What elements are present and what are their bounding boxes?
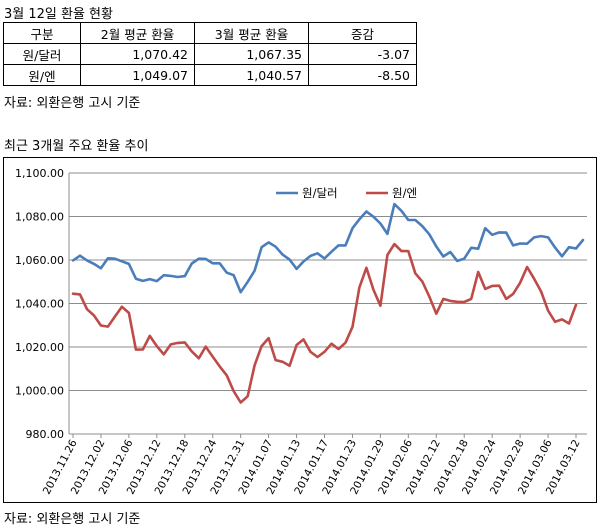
y-tick-label: 1,080.00 — [15, 211, 64, 224]
row-usd-change: -3.07 — [308, 43, 417, 65]
legend-label-usd: 원/달러 — [302, 186, 338, 200]
source-note-top: 자료: 외환은행 고시 기준 — [4, 96, 141, 111]
source-note-bottom: 자료: 외환은행 고시 기준 — [4, 512, 141, 527]
y-tick-label: 1,020.00 — [15, 341, 64, 354]
line-chart: 원/달러 원/엔 980.00 1,000.00 1,020.00 1,040.00 1,… — [15, 167, 587, 496]
series-line-jpy — [71, 242, 578, 404]
row-jpy-change: -8.50 — [308, 64, 417, 86]
row-usd-label: 원/달러 — [3, 43, 81, 65]
y-tick-label: 980.00 — [26, 428, 65, 441]
chart-title: 최근 3개월 주요 환율 추이 — [4, 139, 149, 154]
table-title: 3월 12일 환율 현황 — [4, 7, 113, 22]
table-row: 원/달러 1,070.42 1,067.35 -3.07 — [3, 43, 417, 65]
chart-frame: 원/달러 원/엔 980.00 1,000.00 1,020.00 1,040.00 1,… — [3, 157, 597, 503]
legend-label-jpy: 원/엔 — [392, 186, 417, 200]
header-feb-average: 2월 평균 환율 — [80, 22, 195, 44]
row-jpy-label: 원/엔 — [3, 64, 81, 86]
y-tick-label: 1,000.00 — [15, 385, 64, 398]
series-line-usd — [71, 202, 585, 294]
row-jpy-mar: 1,040.57 — [194, 64, 309, 86]
header-category: 구분 — [3, 22, 81, 44]
y-tick-label: 1,060.00 — [15, 254, 64, 267]
row-usd-mar: 1,067.35 — [194, 43, 309, 65]
y-tick-label: 1,040.00 — [15, 298, 64, 311]
header-change: 증감 — [308, 22, 417, 44]
exchange-rate-table: 구분 2월 평균 환율 3월 평균 환율 증감 원/달러 1,070.42 1,… — [3, 22, 417, 86]
header-mar-average: 3월 평균 환율 — [194, 22, 309, 44]
y-tick-label: 1,100.00 — [15, 167, 64, 180]
row-jpy-feb: 1,049.07 — [80, 64, 195, 86]
row-usd-feb: 1,070.42 — [80, 43, 195, 65]
table-row: 원/엔 1,049.07 1,040.57 -8.50 — [3, 64, 417, 86]
table-header-row: 구분 2월 평균 환율 3월 평균 환율 증감 — [3, 22, 417, 44]
